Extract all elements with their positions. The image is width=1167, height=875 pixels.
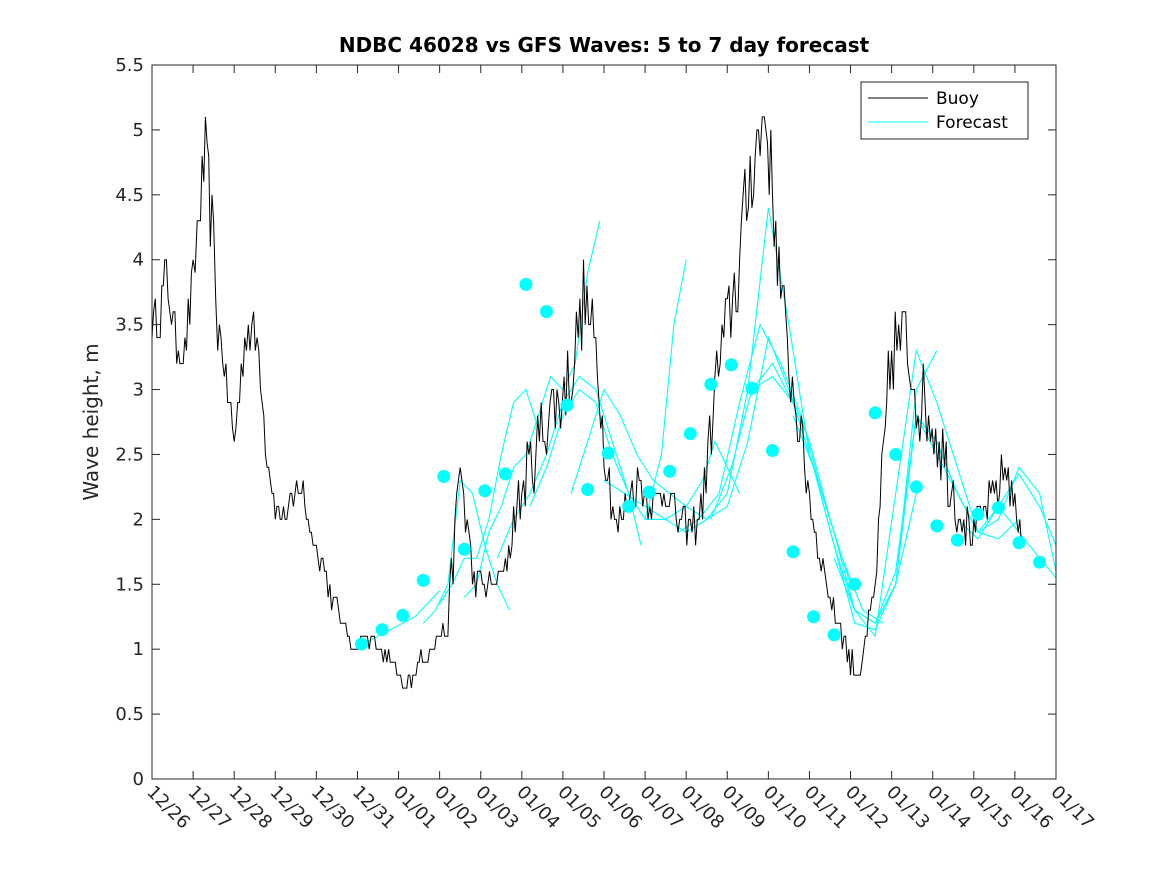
y-tick-label: 4.5 bbox=[115, 185, 144, 206]
forecast-points bbox=[355, 277, 1047, 651]
forecast-point bbox=[889, 447, 903, 461]
y-tick-label: 5 bbox=[133, 120, 144, 141]
chart-title: NDBC 46028 vs GFS Waves: 5 to 7 day fore… bbox=[339, 33, 870, 57]
forecast-point bbox=[642, 485, 656, 499]
forecast-point bbox=[601, 446, 615, 460]
legend-buoy-label: Buoy bbox=[936, 89, 979, 109]
y-tick-label: 2 bbox=[133, 509, 144, 530]
y-tick-label: 1.5 bbox=[115, 574, 144, 595]
forecast-point bbox=[704, 377, 718, 391]
forecast-point bbox=[498, 467, 512, 481]
forecast-run-line bbox=[422, 479, 510, 624]
forecast-run-line bbox=[365, 590, 440, 644]
forecast-run-line bbox=[463, 220, 601, 598]
forecast-point bbox=[560, 398, 574, 412]
forecast-point bbox=[909, 480, 923, 494]
forecast-run-line bbox=[496, 375, 642, 559]
forecast-run-line bbox=[439, 388, 539, 604]
forecast-point bbox=[765, 444, 779, 458]
forecast-point bbox=[827, 628, 841, 642]
forecast-point bbox=[807, 610, 821, 624]
y-axis-label: Wave height, m bbox=[79, 343, 103, 500]
forecast-point bbox=[539, 305, 553, 319]
forecast-point bbox=[519, 277, 533, 291]
y-tick-label: 3 bbox=[133, 380, 144, 401]
y-tick-label: 3.5 bbox=[115, 315, 144, 336]
forecast-point bbox=[457, 542, 471, 556]
legend-forecast-label: Forecast bbox=[936, 113, 1008, 133]
y-tick-label: 1 bbox=[133, 639, 144, 660]
y-tick-label: 5.5 bbox=[115, 55, 144, 76]
forecast-point bbox=[396, 608, 410, 622]
forecast-point bbox=[745, 381, 759, 395]
y-axis: 0 0.5 1 1.5 2 2.5 3 3.5 4 4.5 5 5.5 bbox=[115, 55, 1056, 790]
buoy-line bbox=[151, 116, 1024, 689]
forecast-point bbox=[971, 507, 985, 521]
y-tick-label: 0 bbox=[133, 769, 144, 790]
forecast-point bbox=[868, 406, 882, 420]
forecast-run-line bbox=[570, 388, 741, 508]
forecast-point bbox=[478, 484, 492, 498]
forecast-point bbox=[1033, 555, 1047, 569]
legend: Buoy Forecast bbox=[860, 81, 1029, 140]
forecast-point bbox=[950, 533, 964, 547]
y-tick-label: 0.5 bbox=[115, 704, 144, 725]
forecast-point bbox=[786, 545, 800, 559]
forecast-point bbox=[355, 637, 369, 651]
forecast-point bbox=[1012, 536, 1026, 550]
forecast-run-line bbox=[645, 335, 852, 585]
y-tick-label: 2.5 bbox=[115, 444, 144, 465]
forecast-point bbox=[848, 577, 862, 591]
forecast-point bbox=[622, 499, 636, 513]
forecast-point bbox=[683, 427, 697, 441]
forecast-run-line bbox=[677, 323, 884, 624]
forecast-point bbox=[663, 464, 677, 478]
forecast-point bbox=[724, 358, 738, 372]
forecast-run-line bbox=[792, 348, 979, 638]
forecast-point bbox=[437, 470, 451, 484]
forecast-point bbox=[416, 573, 430, 587]
forecast-point bbox=[930, 519, 944, 533]
y-tick-label: 4 bbox=[133, 250, 144, 271]
legend-box bbox=[860, 81, 1029, 140]
plot-area bbox=[152, 65, 1056, 779]
forecast-point bbox=[991, 501, 1005, 515]
buoy-series bbox=[151, 116, 1024, 689]
forecast-point bbox=[581, 483, 595, 497]
forecast-point bbox=[375, 623, 389, 637]
